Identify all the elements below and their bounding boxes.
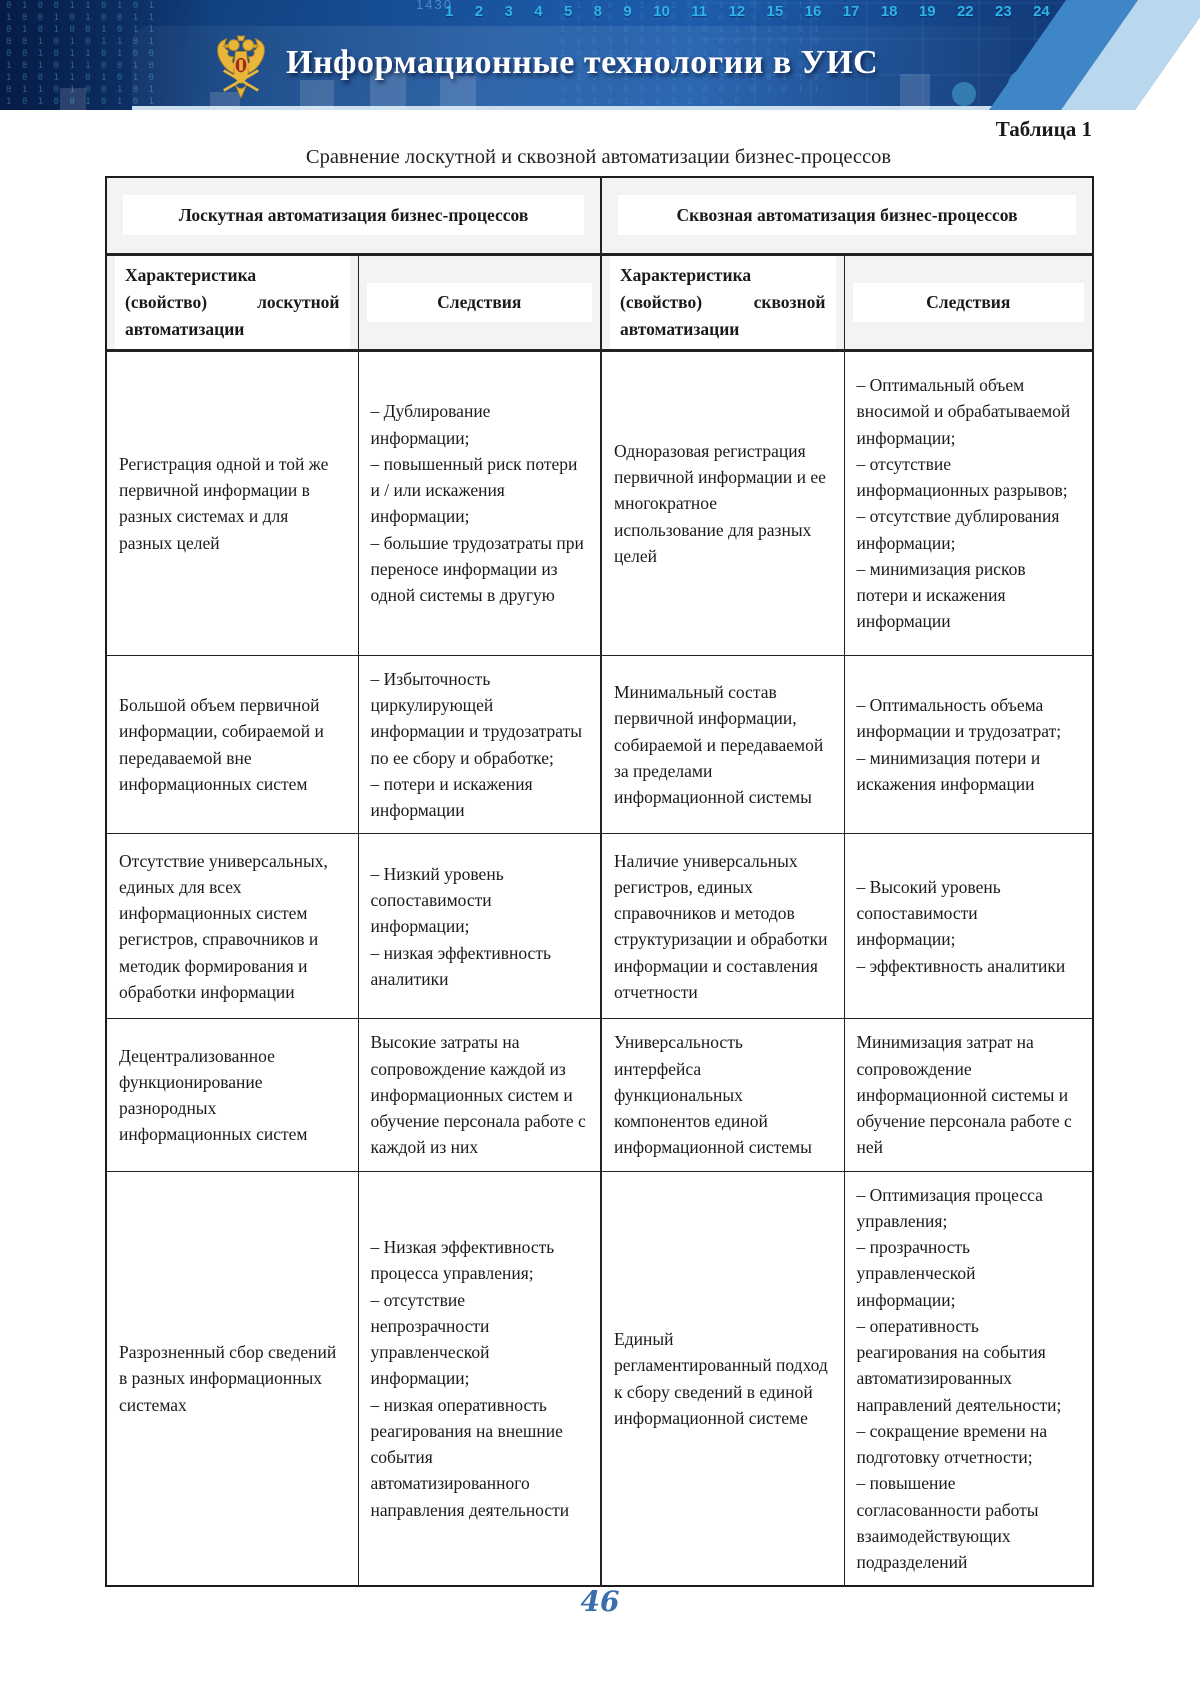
ruler-number: 23: [995, 3, 1012, 20]
group-header-endtoend: Сквозная автоматизация бизнес-процессов: [600, 176, 1094, 256]
cell-r2-c1: Большой объем первичной информации, соби…: [105, 654, 359, 835]
cell-r2-c2: – Избыточность циркулирующей информации …: [357, 654, 602, 835]
table-row: Регистрация одной и той же первичной инф…: [105, 349, 1094, 656]
cell-r3-c4: – Высокий уровень сопоставимости информа…: [843, 833, 1094, 1020]
table-number-label: Таблица 1: [995, 117, 1092, 141]
group-header-label: Сквозная автоматизация бизнес-процессов: [618, 195, 1076, 236]
group-header-patchwork: Лоскутная автоматизация бизнес-процессов: [105, 176, 602, 256]
ruler-number: 2: [474, 3, 484, 20]
ruler-number: 15: [766, 3, 784, 20]
cell-r1-c4: – Оптимальный объем вносимой и обрабатыв…: [843, 349, 1094, 656]
ruler-number: 19: [918, 3, 936, 20]
cell-r4-c2: Высокие затраты на сопровождение каждой …: [357, 1018, 602, 1172]
ruler-number: 18: [880, 3, 898, 20]
ruler-number: 3: [504, 3, 513, 20]
cell-r3-c2: – Низкий уровень сопоставимости информац…: [357, 833, 602, 1020]
binary-texture: 0 1 0 0 1 1 0 1 0 1 1 0 0 1 0 1 0 0 1 1 …: [6, 1, 154, 107]
col-header-consequences-1: Следствия: [357, 253, 602, 352]
cell-r1-c3: Одноразовая регистрация первичной информ…: [600, 349, 845, 656]
ruler-number: 22: [956, 3, 974, 20]
page-number: 46: [580, 1585, 620, 1618]
cell-r1-c1: Регистрация одной и той же первичной инф…: [105, 349, 359, 656]
group-header-label: Лоскутная автоматизация бизнес-процессов: [123, 195, 584, 236]
decor-bar: [370, 68, 406, 110]
cell-r4-c4: Минимизация затрат на сопровождение инфо…: [843, 1018, 1094, 1172]
ruler-number: 1: [445, 3, 454, 20]
page-content: Таблица 1 Сравнение лоскутной и сквозной…: [105, 112, 1094, 1588]
ruler-number: 12: [728, 3, 746, 20]
col-header-characteristic-endtoend: Характеристика (свойство) сквозной автом…: [600, 253, 845, 352]
table-row: Большой объем первичной информации, соби…: [105, 654, 1094, 835]
decor-bar: [60, 88, 86, 110]
ruler-number: 11: [691, 3, 708, 20]
col-header-label: Следствия: [852, 282, 1084, 322]
ruler-number: 16: [804, 3, 822, 20]
cell-r1-c2: – Дублирование информации; – повышенный …: [357, 349, 602, 656]
decor-bar: [900, 74, 930, 110]
binary-texture: 0 1 0 0 1 1 0 1 0 1 1 0 0 1 0 1 0 0 1 1 …: [560, 1, 819, 107]
ruler-number: 5: [563, 3, 573, 20]
fsin-eagle-emblem-icon: [212, 32, 270, 100]
table-row: Отсутствие универсальных, единых для все…: [105, 833, 1094, 1020]
decor-bar: [300, 80, 334, 110]
decor-bar: [210, 92, 240, 110]
comparison-table: Лоскутная автоматизация бизнес-процессов…: [105, 176, 1094, 1588]
ruler-number: 8: [593, 3, 603, 20]
cell-r5-c2: – Низкая эффективность процесса управлен…: [357, 1170, 602, 1587]
table-caption: Сравнение лоскутной и сквозной автоматиз…: [305, 146, 892, 168]
ruler-number: 10: [653, 3, 670, 20]
banner-clock-text: 1430: [416, 0, 453, 12]
ruler-number: 4: [534, 3, 543, 20]
cell-r5-c4: – Оптимизация процесса управления; – про…: [843, 1170, 1094, 1587]
banner-ruler: 1 2 3 4 5 8 9 10 11 12 15 16 17 18 19 22…: [445, 3, 1050, 20]
page-header-banner: 0 1 0 0 1 1 0 1 0 1 1 0 0 1 0 1 0 0 1 1 …: [0, 0, 1200, 110]
table-row: Децентрализованное функционирование разн…: [105, 1018, 1094, 1172]
table-row: Разрозненный сбор сведений в разных инфо…: [105, 1170, 1094, 1587]
col-header-label: Характеристика (свойство) лоскутной авто…: [115, 255, 350, 349]
cell-r5-c3: Единый регламентированный подход к сбору…: [600, 1170, 845, 1587]
ruler-number: 9: [623, 3, 632, 20]
col-header-label: Следствия: [366, 282, 592, 322]
cell-r2-c3: Минимальный состав первичной информации,…: [600, 654, 845, 835]
banner-left-shade: [0, 0, 220, 110]
journal-title: Информационные технологии в УИС: [286, 44, 879, 81]
banner-inner-panel: [132, 26, 1010, 110]
column-header-row: Характеристика (свойство) лоскутной авто…: [105, 253, 1094, 352]
cell-r4-c1: Децентрализованное функционирование разн…: [105, 1018, 359, 1172]
decor-bar: [440, 76, 476, 110]
col-header-consequences-2: Следствия: [843, 253, 1094, 352]
group-header-row: Лоскутная автоматизация бизнес-процессов…: [105, 176, 1094, 256]
cell-r3-c1: Отсутствие универсальных, единых для все…: [105, 833, 359, 1020]
col-header-label: Характеристика (свойство) сквозной автом…: [610, 255, 836, 349]
ruler-number: 24: [1033, 3, 1050, 20]
cell-r4-c3: Универсальность интерфейса функциональны…: [600, 1018, 845, 1172]
ruler-number: 17: [842, 3, 860, 20]
cell-r5-c1: Разрозненный сбор сведений в разных инфо…: [105, 1170, 359, 1587]
cell-r3-c3: Наличие универсальных регистров, единых …: [600, 833, 845, 1020]
col-header-characteristic-patchwork: Характеристика (свойство) лоскутной авто…: [105, 253, 359, 352]
cell-r2-c4: – Оптимальность объема информации и труд…: [843, 654, 1094, 835]
decor-dot: [952, 82, 976, 106]
